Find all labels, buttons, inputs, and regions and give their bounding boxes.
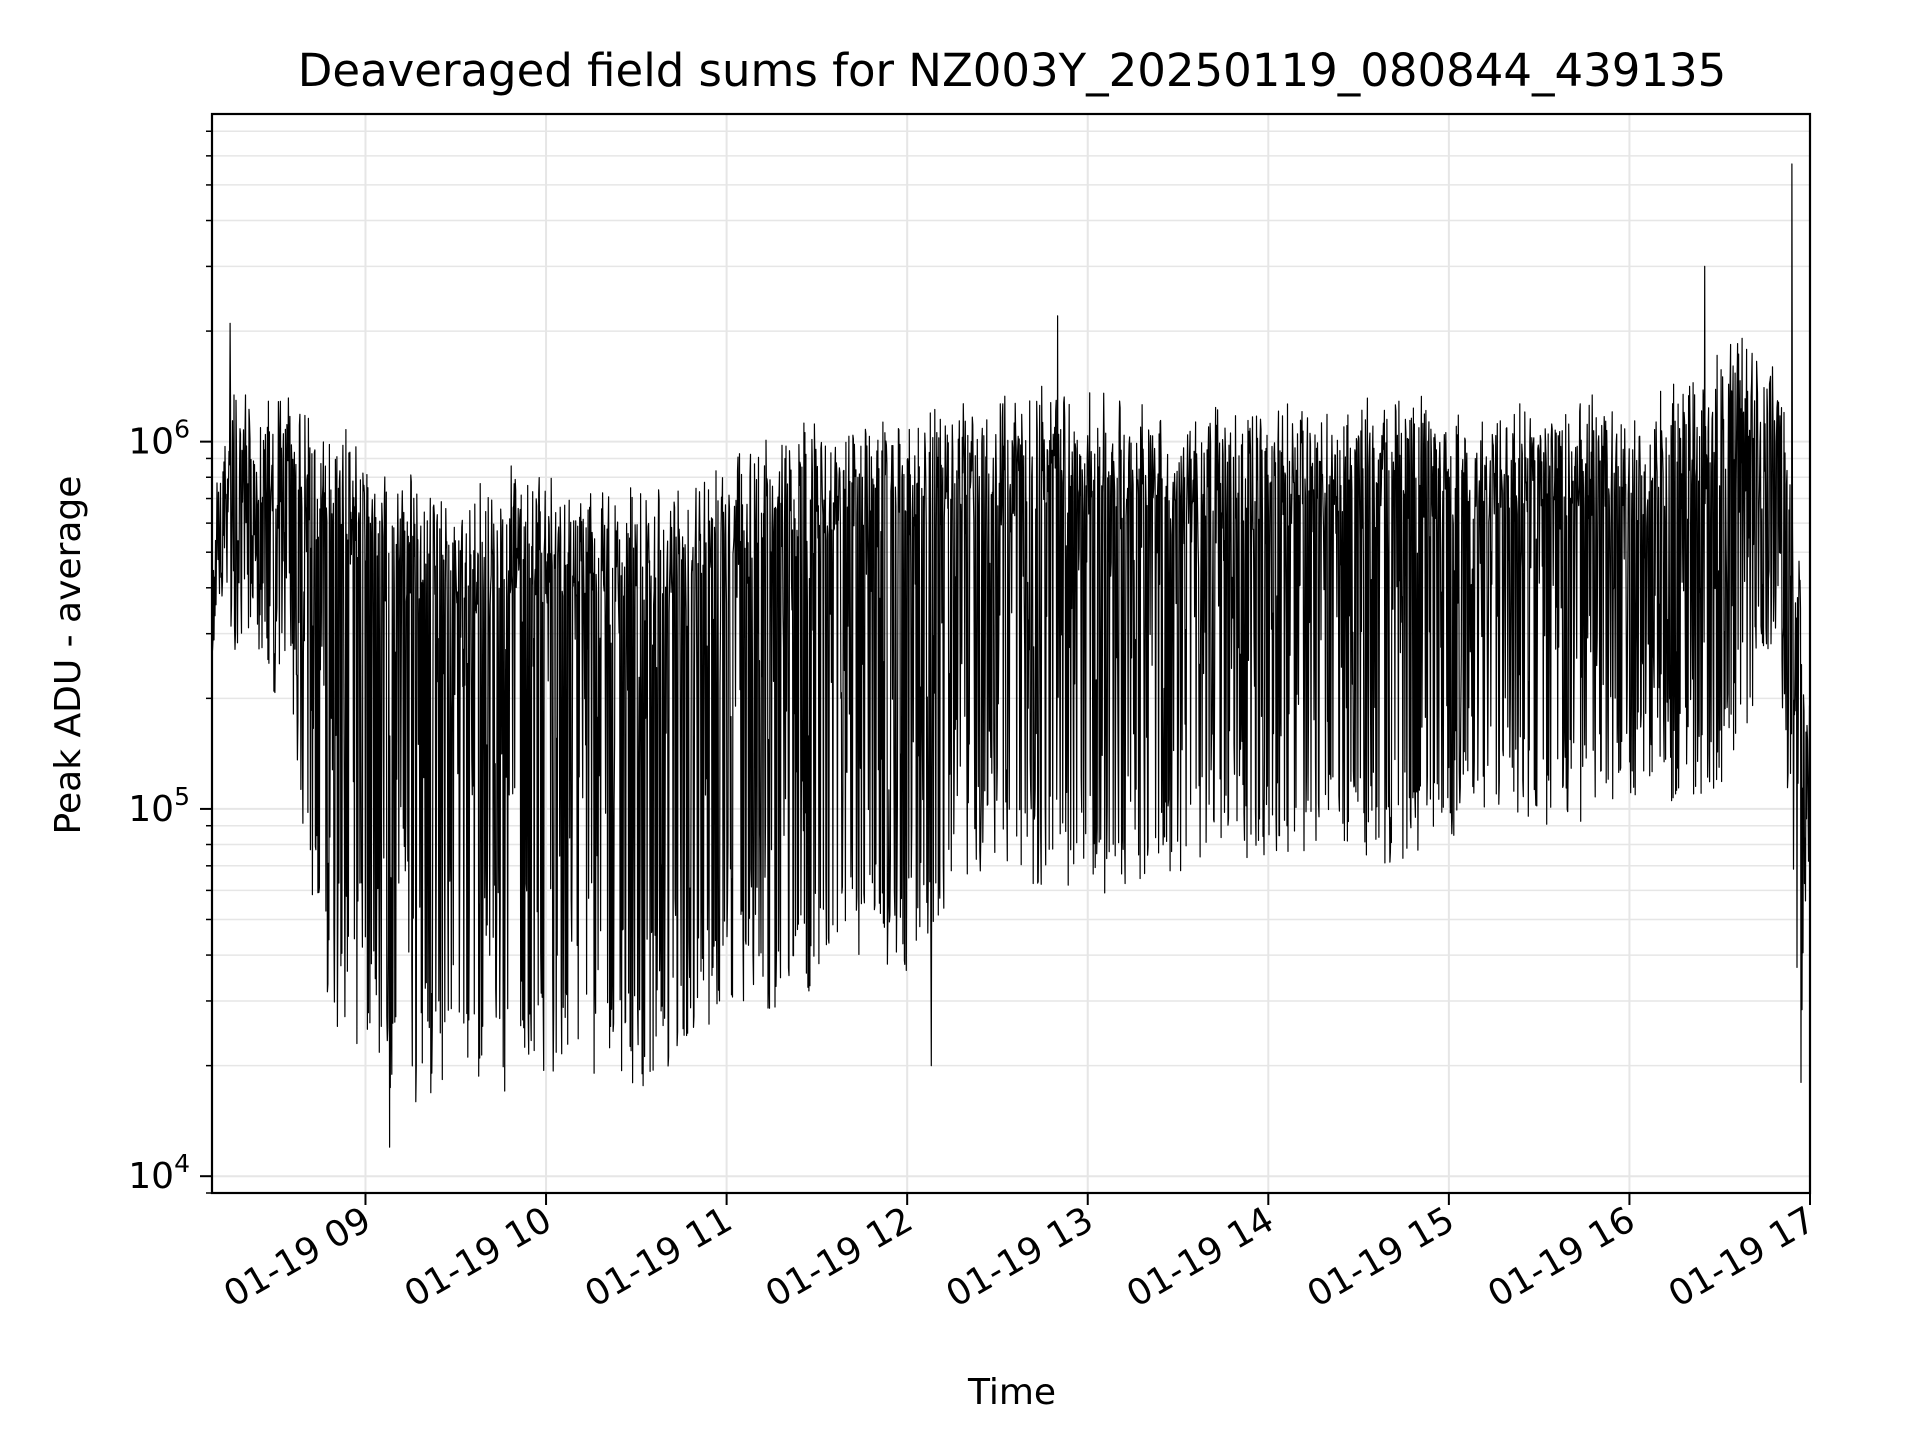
y-tick-label: 106	[128, 415, 190, 463]
y-axis-label: Peak ADU - average	[48, 476, 89, 835]
y-tick-label: 105	[128, 782, 190, 830]
chart-title: Deaveraged field sums for NZ003Y_2025011…	[298, 44, 1727, 97]
x-axis-label: Time	[967, 1372, 1056, 1413]
plot-frame	[210, 112, 1812, 1195]
plot-border	[210, 112, 1812, 1195]
data-series	[211, 163, 1811, 1148]
y-tick-label: 104	[128, 1149, 190, 1197]
series-line	[211, 163, 1811, 1148]
